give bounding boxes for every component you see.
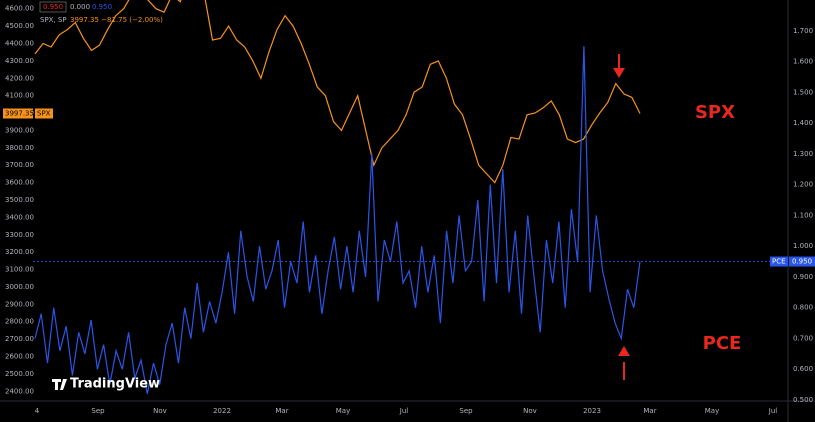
y2-tick-label: 0.700 [793,334,813,342]
y2-tick-label: 1.700 [793,27,813,35]
y-tick-label: 4100.00 [5,92,34,100]
y-tick-label: 2800.00 [5,318,34,326]
y-tick-label: 3100.00 [5,266,34,274]
value-tag [789,256,815,267]
value-tag [3,108,33,119]
y2-tick-label: 0.900 [793,273,813,281]
y-tick-label: 4200.00 [5,74,34,82]
legend-header: SPX, SP [40,16,67,24]
series-line [34,46,641,394]
x-tick-label: Mar [275,407,288,415]
y2-tick-label: 1.600 [793,58,813,66]
x-tick-label: May [336,407,350,415]
y-tick-label: 4500.00 [5,22,34,30]
y-tick-label: 2900.00 [5,300,34,308]
y-tick-label: 3700.00 [5,161,34,169]
x-tick-label: Sep [459,407,473,415]
x-tick-label: Jul [768,407,778,415]
x-tick-label: Nov [153,407,167,415]
x-tick-label: Nov [523,407,537,415]
x-tick-label: May [705,407,719,415]
legend-value: 0.950 [92,3,112,11]
y-tick-label: 2500.00 [5,370,34,378]
y-tick-label: 2600.00 [5,353,34,361]
y-tick-label: 3000.00 [5,283,34,291]
y2-tick-label: 1.000 [793,242,813,250]
series-tag-name: PCE [772,258,786,266]
x-tick-label: Sep [91,407,105,415]
pce-annotation: PCE [703,333,742,354]
arrow-down [613,54,625,78]
spx-annotation: SPX [695,102,735,123]
y2-tick-label: 1.300 [793,150,813,158]
series-tag-name: SPX [37,110,51,118]
y-tick-label: 3800.00 [5,144,34,152]
y-tick-label: 2700.00 [5,335,34,343]
value-tag-label: 0.950 [792,258,812,266]
y-tick-label: 3300.00 [5,231,34,239]
y-tick-label: 3900.00 [5,126,34,134]
legend-value: 0.000 [70,3,90,11]
x-tick-label: 2022 [213,407,231,415]
watermark: TradingView [70,377,160,392]
y-tick-label: 4300.00 [5,57,34,65]
y2-tick-label: 0.500 [793,396,813,404]
overlay: 2400.00 2500.00 2600.00 2700.00 2800.00 2900.… [3,5,815,415]
y-tick-label: 4600.00 [5,5,34,13]
y-tick-label: 4400.00 [5,39,34,47]
legend-box [39,1,67,13]
logo [52,379,67,390]
legend-change: 3997.35 −81.75 (−2.00%) [70,16,163,24]
y-tick-label: 3500.00 [5,196,34,204]
arrow-up [618,346,630,380]
x-tick-label: 2023 [583,407,601,415]
y2-tick-label: 1.100 [793,211,813,219]
legend-value: 0.950 [43,3,63,11]
series-tag [770,256,788,267]
x-tick-label: Mar [643,407,656,415]
y2-tick-label: 1.500 [793,88,813,96]
y-tick-label: 3600.00 [5,179,34,187]
y2-tick-label: 0.600 [793,365,813,373]
x-tick-label: 4 [35,407,40,415]
y-tick-label: 2400.00 [5,387,34,395]
x-tick-label: Jul [399,407,409,415]
y-tick-label: 3400.00 [5,213,34,221]
series-tag [35,108,53,119]
plot-area [33,0,788,394]
y-tick-label: 3200.00 [5,248,34,256]
y2-tick-label: 1.200 [793,181,813,189]
series-line [34,0,641,184]
y2-tick-label: 1.400 [793,119,813,127]
value-tag-label: 3997.35 [5,110,34,118]
y2-tick-label: 0.800 [793,304,813,312]
